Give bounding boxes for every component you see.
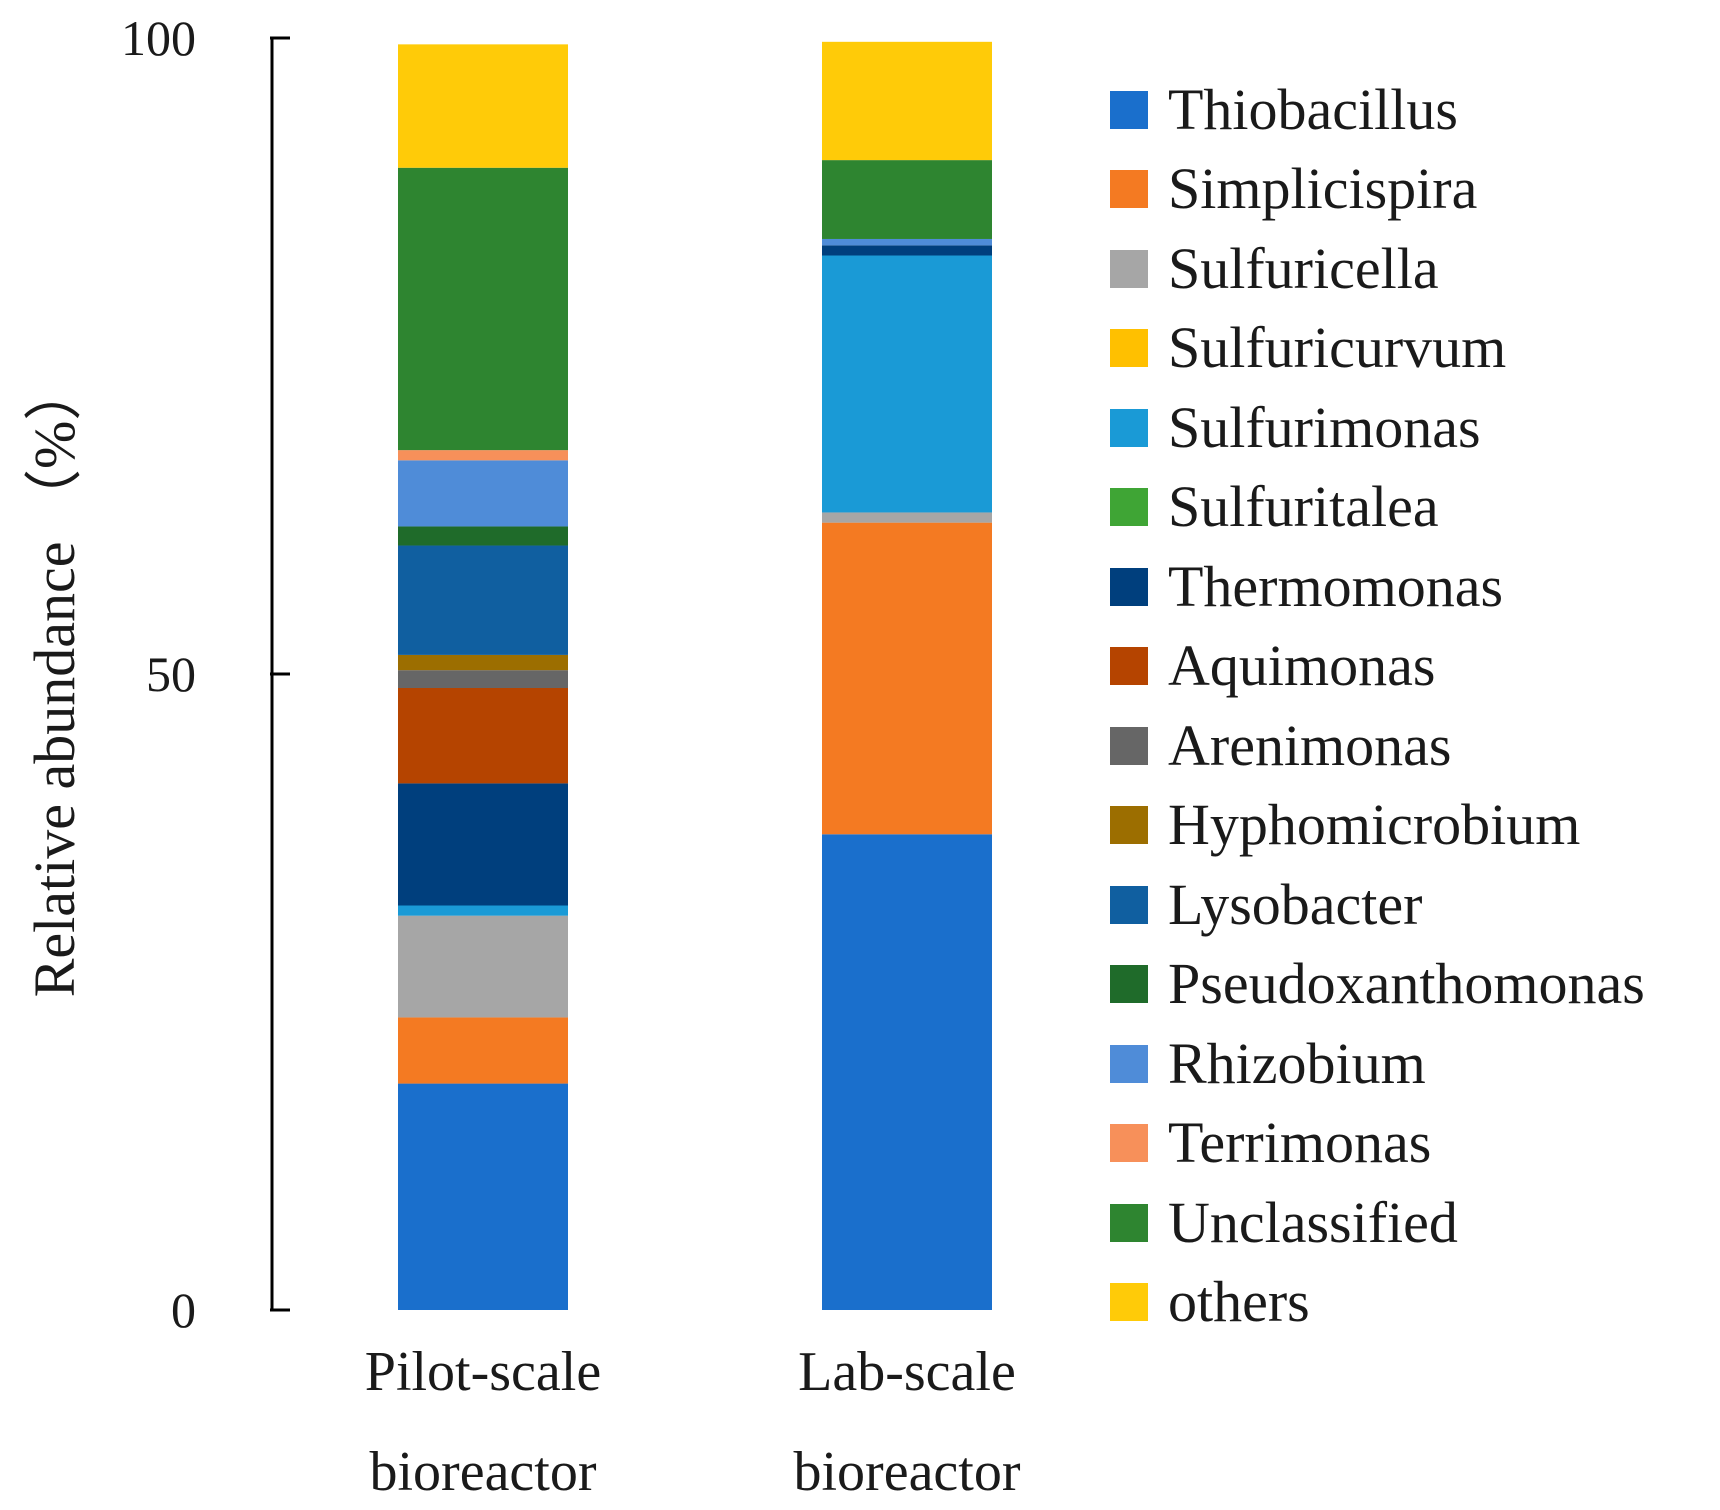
legend-label: Rhizobium <box>1168 1030 1426 1096</box>
bar-segment-others <box>822 41 992 161</box>
legend-item-sulfurimonas: Sulfurimonas <box>1110 388 1645 468</box>
x-category-label: bioreactor <box>370 1441 597 1503</box>
legend-swatch <box>1110 885 1148 924</box>
bar-segment-arenimonas <box>398 670 568 688</box>
legend-swatch <box>1110 1283 1148 1322</box>
legend-swatch <box>1110 408 1148 447</box>
legend-label: Thermomonas <box>1168 553 1504 619</box>
bar-segment-others <box>398 44 568 168</box>
y-tick-label: 100 <box>121 10 196 66</box>
bar-segment-simplicispira <box>398 1017 568 1084</box>
y-tick-label: 50 <box>146 646 196 702</box>
legend-swatch <box>1110 170 1148 209</box>
legend-item-pseudoxanthomonas: Pseudoxanthomonas <box>1110 945 1645 1025</box>
legend-item-sulfuricella: Sulfuricella <box>1110 229 1645 309</box>
bar-segment-thermomonas <box>398 783 568 906</box>
x-category-label: Lab-scale <box>798 1341 1016 1403</box>
legend-swatch <box>1110 1203 1148 1242</box>
legend-label: Arenimonas <box>1168 712 1452 778</box>
legend-label: Sulfurimonas <box>1168 394 1481 460</box>
legend-label: Simplicispira <box>1168 156 1478 222</box>
bar-segment-sulfuricella <box>822 512 992 523</box>
bar-segment-sulfurimonas <box>398 905 568 916</box>
legend-swatch <box>1110 249 1148 288</box>
bar-segment-simplicispira <box>822 522 992 835</box>
legend-item-thermomonas: Thermomonas <box>1110 547 1645 627</box>
legend-item-sulfuritalea: Sulfuritalea <box>1110 468 1645 548</box>
bar-segment-unclassified <box>822 160 992 239</box>
bar-segment-sulfurimonas <box>822 255 992 513</box>
bar-segment-thermomonas <box>822 245 992 256</box>
legend-item-others: others <box>1110 1263 1645 1343</box>
bar-segment-rhizobium <box>822 238 992 246</box>
legend-swatch <box>1110 90 1148 129</box>
legend-item-lysobacter: Lysobacter <box>1110 865 1645 945</box>
legend-label: Unclassified <box>1168 1189 1458 1255</box>
legend-item-sulfuricurvum: Sulfuricurvum <box>1110 309 1645 389</box>
legend-swatch <box>1110 1124 1148 1163</box>
bar-segment-unclassified <box>398 167 568 451</box>
legend-label: Sulfuricurvum <box>1168 315 1507 381</box>
bar-segment-pseudoxanthomonas <box>398 526 568 546</box>
bar-segment-aquimonas <box>398 687 568 784</box>
bar-segment-sulfuricella <box>398 915 568 1018</box>
legend-item-simplicispira: Simplicispira <box>1110 150 1645 230</box>
legend-label: Hyphomicrobium <box>1168 792 1581 858</box>
legend-label: Sulfuricella <box>1168 235 1439 301</box>
bar-segment-lysobacter <box>398 545 568 655</box>
bar-segment-hyphomicrobium <box>398 654 568 671</box>
legend-swatch <box>1110 726 1148 765</box>
legend: Thiobacillus Simplicispira Sulfuricella Sul… <box>1110 70 1645 1342</box>
legend-label: Terrimonas <box>1168 1110 1432 1176</box>
legend-label: Sulfuritalea <box>1168 474 1439 540</box>
legend-label: Aquimonas <box>1168 633 1436 699</box>
legend-label: Pseudoxanthomonas <box>1168 951 1645 1017</box>
legend-item-rhizobium: Rhizobium <box>1110 1024 1645 1104</box>
legend-item-terrimonas: Terrimonas <box>1110 1104 1645 1184</box>
x-category-label: Pilot-scale <box>365 1341 601 1403</box>
legend-swatch <box>1110 647 1148 686</box>
y-tick-label: 0 <box>171 1282 196 1338</box>
bar-segment-thiobacillus <box>822 834 992 1310</box>
y-axis-title: Relative abundance （%） <box>22 363 87 998</box>
legend-item-thiobacillus: Thiobacillus <box>1110 70 1645 150</box>
bar-segment-thiobacillus <box>398 1083 568 1310</box>
x-category-label: bioreactor <box>794 1441 1021 1503</box>
bar-segment-terrimonas <box>398 450 568 461</box>
legend-swatch <box>1110 1044 1148 1083</box>
legend-swatch <box>1110 488 1148 527</box>
legend-item-hyphomicrobium: Hyphomicrobium <box>1110 786 1645 866</box>
legend-item-arenimonas: Arenimonas <box>1110 706 1645 786</box>
legend-swatch <box>1110 965 1148 1004</box>
legend-item-aquimonas: Aquimonas <box>1110 627 1645 707</box>
legend-swatch <box>1110 806 1148 845</box>
legend-label: others <box>1168 1269 1310 1335</box>
legend-swatch <box>1110 329 1148 368</box>
legend-swatch <box>1110 567 1148 606</box>
legend-label: Thiobacillus <box>1168 76 1458 142</box>
bar-segment-rhizobium <box>398 460 568 527</box>
legend-label: Lysobacter <box>1168 871 1423 937</box>
legend-item-unclassified: Unclassified <box>1110 1183 1645 1263</box>
